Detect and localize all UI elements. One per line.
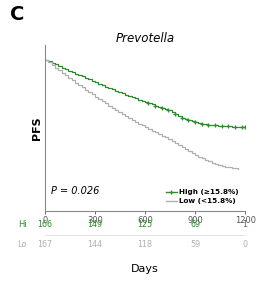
Text: 125: 125 bbox=[138, 220, 153, 229]
Text: Lo: Lo bbox=[18, 240, 27, 250]
Text: Hi: Hi bbox=[18, 220, 27, 229]
Y-axis label: PFS: PFS bbox=[32, 116, 42, 140]
Title: Prevotella: Prevotella bbox=[116, 32, 175, 45]
Text: Days: Days bbox=[131, 264, 159, 275]
Text: 0: 0 bbox=[243, 240, 248, 250]
Text: 59: 59 bbox=[190, 240, 200, 250]
Text: 118: 118 bbox=[138, 240, 153, 250]
Text: 144: 144 bbox=[88, 240, 103, 250]
Text: P = 0.026: P = 0.026 bbox=[51, 186, 100, 196]
Text: 1: 1 bbox=[243, 220, 248, 229]
Legend: High (≥15.8%), Low (<15.8%): High (≥15.8%), Low (<15.8%) bbox=[163, 186, 241, 207]
Text: 69: 69 bbox=[190, 220, 200, 229]
Text: 149: 149 bbox=[87, 220, 103, 229]
Text: 166: 166 bbox=[38, 220, 53, 229]
Text: C: C bbox=[10, 5, 25, 23]
Text: 167: 167 bbox=[38, 240, 53, 250]
